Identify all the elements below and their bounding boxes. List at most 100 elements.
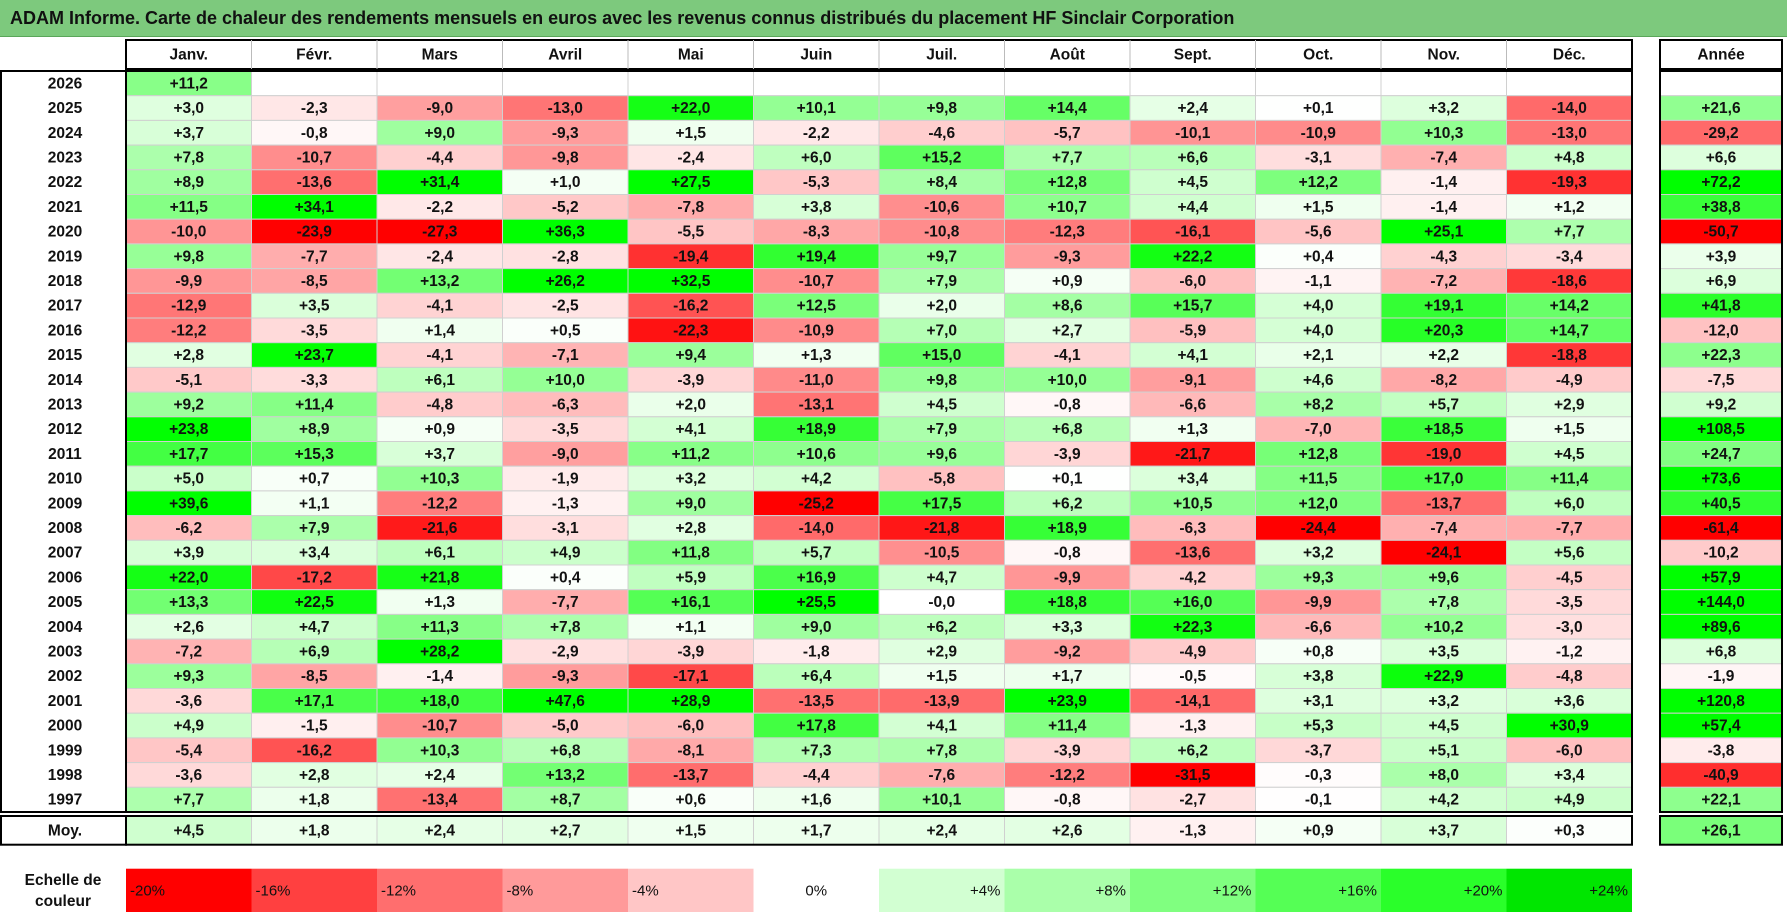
heat-cell-label: +1,1 (675, 619, 706, 636)
heat-cell-label: +22,0 (169, 569, 208, 586)
heat-cell-label: +8,6 (1052, 298, 1083, 315)
heat-cell-label: +4,9 (550, 545, 581, 562)
year-label: 2001 (48, 693, 83, 710)
heat-cell-label: -1,5 (301, 718, 328, 735)
heat-cell-label: -13,1 (799, 397, 835, 414)
year-label: 2010 (48, 471, 82, 488)
heat-cell-label: +39,6 (169, 495, 209, 512)
heat-cell-label: -13,5 (799, 693, 835, 710)
heat-cell-label: -13,0 (1552, 125, 1587, 142)
heat-cell-label: +11,5 (1299, 471, 1338, 488)
heat-cell-label: -0,8 (1054, 545, 1081, 562)
heat-cell-label: +5,1 (1428, 742, 1459, 759)
heat-cell-label: -25,2 (799, 495, 834, 512)
heat-cell-label: -3,9 (1054, 742, 1081, 759)
heat-cell-label: -9,0 (552, 446, 579, 463)
heat-cell-label: +3,4 (299, 545, 330, 562)
heat-cell-label: +12,2 (1299, 174, 1338, 191)
year-row: 2014 -5,1 -3,3 +6,1 +10,0 -3,9 -11,0 +9,8 +10,0-… (48, 367, 1782, 392)
heat-cell-label: -13,9 (924, 693, 960, 710)
heat-cell-label: +10,6 (797, 446, 837, 463)
annual-cell-label: +38,8 (1701, 199, 1741, 216)
heat-cell-label: +25,5 (797, 594, 837, 611)
heat-cell-label: +15,0 (922, 347, 961, 364)
heat-cell-label: +6,2 (926, 619, 957, 636)
heat-cell-label: -0,0 (928, 594, 955, 611)
heat-cell-label: +30,9 (1550, 718, 1590, 735)
heat-cell-label: -1,1 (1305, 273, 1332, 290)
heat-cell-label: +4,4 (1177, 199, 1208, 216)
heat-cell-label: +7,9 (299, 520, 330, 537)
year-row: 2009 +39,6 +1,1 -12,2 -1,3 +9,0 -25,2 +17,5 +6,2… (48, 491, 1782, 516)
heat-cell-label: +1,8 (299, 792, 330, 809)
heat-cell-label: -22,3 (673, 322, 709, 339)
color-scale-stop-label: -16% (256, 883, 291, 900)
year-row: 1998 -3,6 +2,8 +2,4 +13,2 -13,7 -4,4 -7,6 -12,2-… (48, 763, 1782, 788)
year-label: 1997 (48, 792, 82, 809)
heat-cell-label: +7,9 (926, 421, 957, 438)
heat-cell-label: -4,8 (1556, 668, 1583, 685)
color-scale-stop-label: +16% (1338, 883, 1377, 900)
heat-cell-label: -8,2 (1430, 372, 1457, 389)
heat-cell-label: +4,9 (173, 718, 204, 735)
heat-cell-label: -10,5 (924, 545, 960, 562)
year-label: 2013 (48, 397, 83, 414)
heat-cell-label: +10,0 (1048, 372, 1087, 389)
heat-cell-label: +8,9 (173, 174, 204, 191)
heat-cell-label: -4,6 (928, 125, 955, 142)
heat-cell-label: +10,0 (546, 372, 585, 389)
year-label: 2024 (48, 125, 83, 142)
heat-cell-label: +2,4 (424, 767, 455, 784)
year-label: 2007 (48, 545, 82, 562)
month-header: Juil. (926, 47, 957, 64)
heat-cell-label: +1,5 (675, 125, 706, 142)
heat-cell-label: -24,1 (1426, 545, 1462, 562)
heat-cell-label: -2,4 (677, 150, 704, 167)
year-label: 2019 (48, 248, 83, 265)
heat-cell-label: +1,1 (299, 495, 330, 512)
heat-cell-label: +22,0 (671, 100, 710, 117)
heat-cell-label: +9,3 (173, 668, 204, 685)
annual-cell-label: +120,8 (1697, 693, 1745, 710)
annual-cell-label: +57,9 (1701, 569, 1741, 586)
heat-cell-label: +4,5 (1177, 174, 1208, 191)
heat-cell-label: +10,7 (1048, 199, 1087, 216)
heat-cell-label: +22,5 (295, 594, 335, 611)
heat-cell-label: -10,9 (799, 322, 835, 339)
heat-cell-label: -23,9 (297, 224, 333, 241)
heat-cell-label: +13,2 (546, 767, 585, 784)
heat-cell-label: +6,2 (1052, 495, 1083, 512)
heat-cell-label: +5,3 (1303, 718, 1334, 735)
heat-cell-label: -10,1 (1175, 125, 1211, 142)
heat-cell-label: +6,9 (299, 644, 330, 661)
heat-cell-label: +3,2 (1303, 545, 1334, 562)
heat-cell-label: +26,2 (546, 273, 585, 290)
average-annual-label: +26,1 (1701, 822, 1741, 839)
heat-cell-label: +9,0 (675, 495, 706, 512)
heat-cell-label: +14,4 (1048, 100, 1088, 117)
heat-cell-label: +2,9 (926, 644, 957, 661)
heat-cell-label: -21,8 (924, 520, 960, 537)
heat-cell-label: +15,3 (295, 446, 335, 463)
heat-cell-label: -4,3 (1430, 248, 1457, 265)
average-label: Moy. (48, 822, 82, 839)
heat-cell-label: -6,6 (1305, 619, 1332, 636)
heat-cell-label: +4,6 (1303, 372, 1334, 389)
heat-cell-label: +2,1 (1303, 347, 1334, 364)
heat-cell-label: -10,6 (924, 199, 960, 216)
heat-cell-label: +23,7 (295, 347, 334, 364)
heat-cell-label: -1,4 (1430, 199, 1457, 216)
heat-cell-label: +6,0 (1554, 495, 1585, 512)
year-label: 2026 (48, 75, 83, 92)
annual-cell-label: -12,0 (1703, 322, 1738, 339)
heat-cell-label: -1,8 (803, 644, 830, 661)
heat-cell-label: +0,1 (1303, 100, 1334, 117)
heat-cell-label: -2,2 (426, 199, 453, 216)
heat-cell-label: -2,7 (1179, 792, 1206, 809)
heat-cell-label: -10,7 (799, 273, 834, 290)
heat-cell-label: +4,1 (675, 421, 706, 438)
heat-cell-label: +10,5 (1173, 495, 1213, 512)
heat-cell-label: -2,3 (301, 100, 328, 117)
heat-cell-label: +4,7 (926, 569, 957, 586)
heat-cell-label: +4,5 (1428, 718, 1459, 735)
